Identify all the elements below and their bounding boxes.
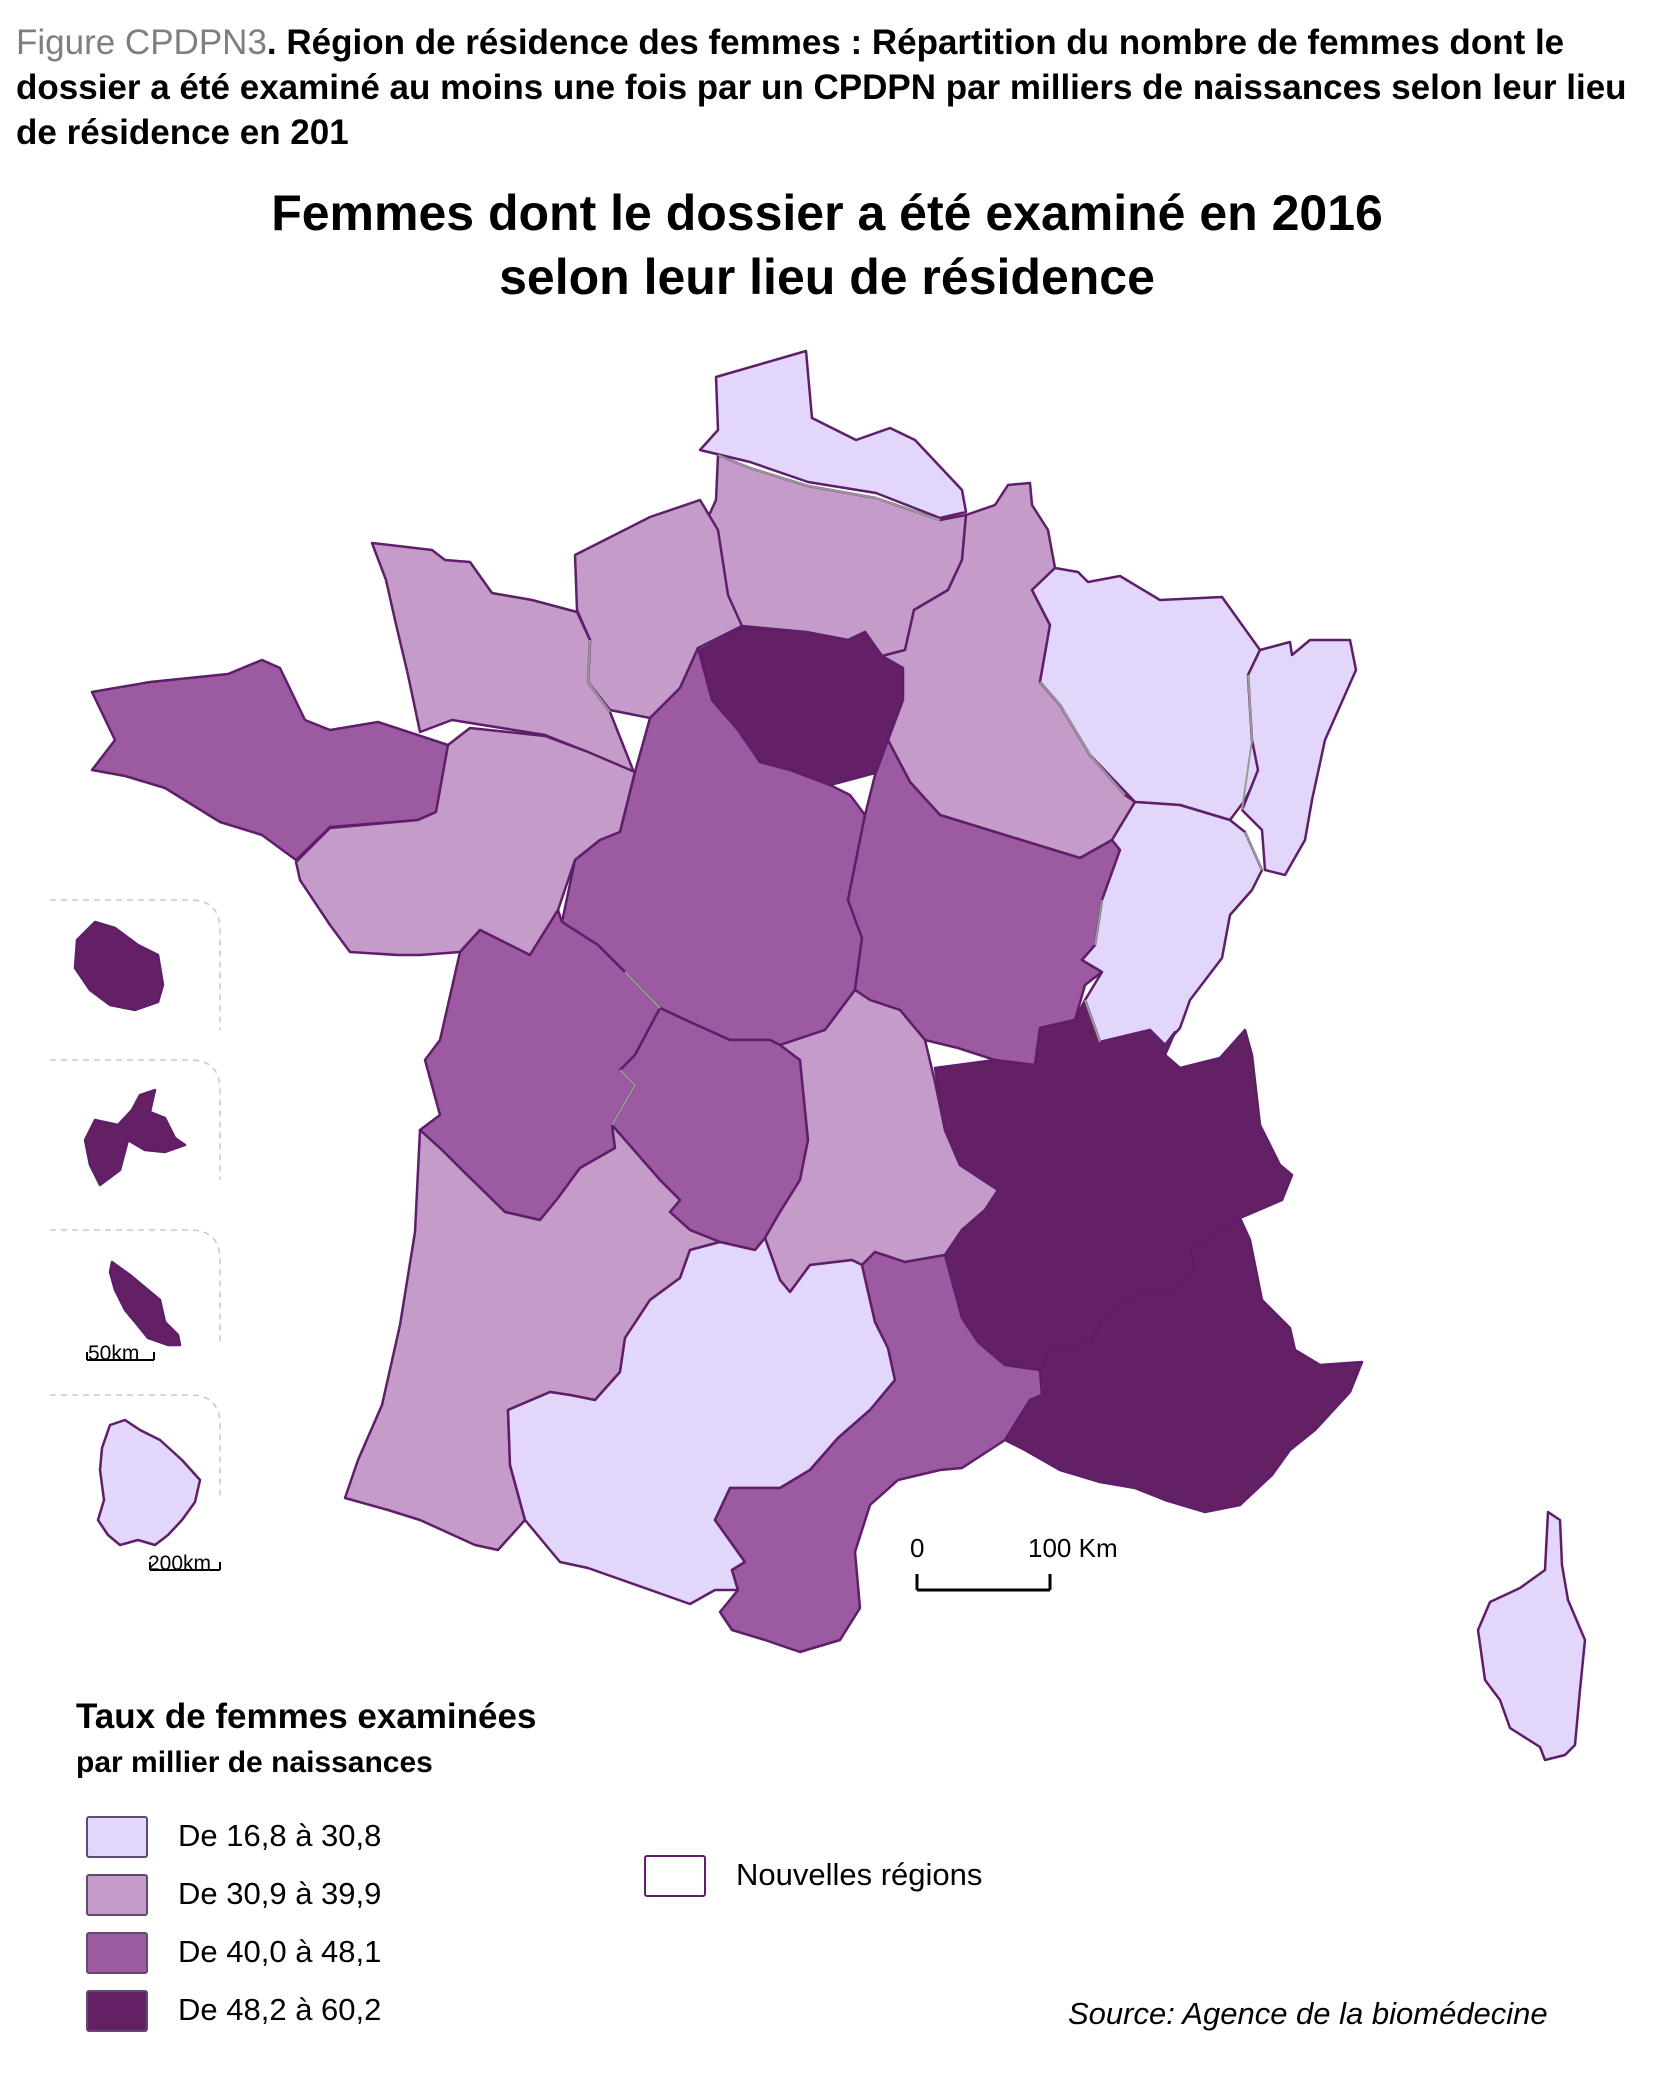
inset-la-reunion <box>73 920 165 1012</box>
legend-swatch-class-3 <box>86 1932 148 1974</box>
legend-swatch-class-4 <box>86 1990 148 2032</box>
inset-guadeloupe <box>83 1088 187 1187</box>
legend-label-class-1: De 16,8 à 30,8 <box>178 1818 382 1853</box>
scale-label-end: 100 Km <box>1028 1533 1118 1563</box>
figure-caption: Figure CPDPN3. Région de résidence des f… <box>16 20 1636 155</box>
inset-scale-label-1: 50km <box>88 1342 139 1365</box>
dept-border-3 <box>1244 831 1263 871</box>
region-hauts-de-france-nord <box>698 349 968 520</box>
dept-border-4 <box>1241 674 1254 811</box>
inset-guyane <box>96 1418 202 1547</box>
source-note: Source: Agence de la biomédecine <box>1068 1996 1548 2031</box>
dept-border-6 <box>624 971 661 1009</box>
inset-scale-label-2: 200km <box>148 1552 211 1575</box>
map-title-line-2: selon leur lieu de résidence <box>499 249 1155 305</box>
legend-label-class-2: De 30,9 à 39,9 <box>178 1876 382 1911</box>
legend-swatch-nouvelles-regions <box>644 1855 706 1897</box>
inset-frame-guadeloupe <box>50 1059 221 1180</box>
legend-title: Taux de femmes examinées <box>76 1697 537 1736</box>
region-corse <box>1476 1510 1587 1762</box>
legend-swatch-class-2 <box>86 1874 148 1916</box>
dept-border-5 <box>586 639 611 713</box>
legend-swatch-class-1 <box>86 1816 148 1858</box>
scale-label-start: 0 <box>910 1533 924 1563</box>
dept-border-8 <box>1094 899 1103 946</box>
dept-border-1 <box>717 454 941 521</box>
inset-scale-bar-2 <box>149 1562 221 1571</box>
dept-border-9 <box>1084 999 1101 1043</box>
inset-frame-guyane <box>50 1394 221 1500</box>
legend-subtitle: par millier de naissances <box>76 1746 433 1779</box>
figure-label: Figure CPDPN3 <box>16 23 267 62</box>
inset-martinique <box>108 1260 182 1347</box>
region-franche-comte <box>1080 800 1264 1047</box>
region-provence-alpes-cote-d-azur <box>1003 1216 1364 1514</box>
figure-caption-text: . Région de résidence des femmes : Répar… <box>16 23 1627 152</box>
legend-label-nouvelles-regions: Nouvelles régions <box>736 1857 983 1892</box>
legend-label-class-3: De 40,0 à 48,1 <box>178 1934 382 1969</box>
scale-bar <box>915 1574 1052 1592</box>
inset-frame-reunion <box>50 899 221 1030</box>
region-languedoc-roussillon <box>713 1250 1044 1654</box>
dept-border-7 <box>611 1069 637 1126</box>
inset-scale-bar-1 <box>86 1352 155 1361</box>
dept-border-2 <box>1039 681 1126 796</box>
region-grand-est-alsace <box>1240 638 1358 877</box>
inset-frame-martinique <box>50 1229 221 1345</box>
map-title-line-1: Femmes dont le dossier a été examiné en … <box>271 185 1383 241</box>
legend-label-class-4: De 48,2 à 60,2 <box>178 1992 382 2027</box>
